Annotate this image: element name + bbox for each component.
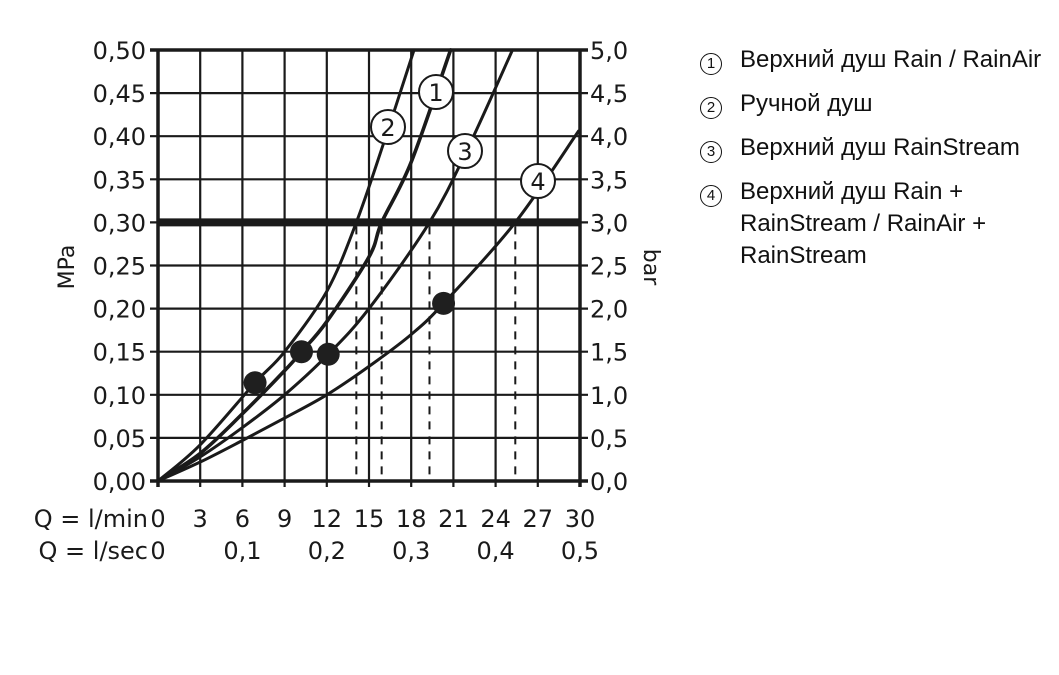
curve-series-1 xyxy=(156,48,453,483)
x-tick-label-lmin: 6 xyxy=(235,505,250,533)
y-tick-label-right: 4,5 xyxy=(590,80,628,108)
x-tick-label-lmin: 15 xyxy=(354,505,385,533)
x-tick-label-lsec: 0,3 xyxy=(392,537,430,565)
axis-labels: 0,000,050,100,150,200,250,300,350,400,45… xyxy=(34,37,663,565)
series-markers xyxy=(243,291,456,395)
y-tick-label-right: 4,0 xyxy=(590,123,628,151)
series-badge-4 xyxy=(520,163,556,199)
operating-point-marker xyxy=(316,342,340,366)
legend-item-4: 4 Верхний душ Rain + RainStream / RainAi… xyxy=(700,176,1050,272)
legend-number-icon: 3 xyxy=(700,133,740,165)
operating-point-marker xyxy=(243,371,267,395)
operating-point-marker xyxy=(432,291,456,315)
y-tick-label-left: 0,05 xyxy=(93,425,146,453)
x-axis-label-lsec: Q = l/sec xyxy=(39,537,148,565)
legend-label: Ручной душ xyxy=(740,90,873,117)
curve-series-4 xyxy=(156,129,581,483)
series-badge-3 xyxy=(447,133,483,169)
legend-item-1: 1 Верхний душ Rain / RainAir xyxy=(700,44,1050,76)
series-badge-label: 4 xyxy=(530,168,545,196)
x-tick-label-lmin: 21 xyxy=(438,505,469,533)
y-tick-label-left: 0,15 xyxy=(93,339,146,367)
series-badge-2 xyxy=(370,109,406,145)
y-tick-label-left: 0,40 xyxy=(93,123,146,151)
x-tick-label-lsec: 0,1 xyxy=(223,537,261,565)
y-tick-label-left: 0,20 xyxy=(93,296,146,324)
x-tick-label-lmin: 3 xyxy=(193,505,208,533)
x-tick-label-lsec: 0 xyxy=(150,537,165,565)
chart-grid xyxy=(150,48,588,487)
y-axis-label-bar: bar xyxy=(638,249,663,286)
series-badge-label: 3 xyxy=(457,138,472,166)
legend-number-icon: 4 xyxy=(700,177,740,209)
operating-point-marker xyxy=(289,340,313,364)
x-tick-label-lmin: 0 xyxy=(150,505,165,533)
curve-series-2 xyxy=(156,48,416,483)
legend-item-3: 3 Верхний душ RainStream xyxy=(700,132,1050,164)
x-tick-label-lsec: 0,5 xyxy=(561,537,599,565)
legend: 1 Верхний душ Rain / RainAir 2 Ручной ду… xyxy=(700,44,1050,284)
x-axis-label-lmin: Q = l/min xyxy=(34,505,148,533)
y-tick-label-right: 5,0 xyxy=(590,37,628,65)
legend-label: Верхний душ RainStream xyxy=(740,134,1020,161)
x-tick-label-lmin: 12 xyxy=(312,505,343,533)
x-tick-label-lmin: 9 xyxy=(277,505,292,533)
y-tick-label-right: 1,0 xyxy=(590,382,628,410)
x-tick-label-lsec: 0,4 xyxy=(477,537,515,565)
y-tick-label-left: 0,25 xyxy=(93,253,146,281)
y-tick-label-left: 0,45 xyxy=(93,80,146,108)
legend-item-2: 2 Ручной душ xyxy=(700,88,1050,120)
y-tick-label-left: 0,35 xyxy=(93,166,146,194)
legend-label: Верхний душ Rain / RainAir xyxy=(740,46,1042,73)
legend-label: Верхний душ Rain + RainStream / RainAir … xyxy=(740,178,987,269)
series-number-badges: 1 2 3 4 xyxy=(370,74,556,199)
x-tick-label-lmin: 24 xyxy=(480,505,511,533)
y-tick-label-left: 0,10 xyxy=(93,382,146,410)
x-tick-label-lmin: 30 xyxy=(565,505,596,533)
x-tick-label-lsec: 0,2 xyxy=(308,537,346,565)
x-tick-label-lmin: 27 xyxy=(523,505,554,533)
legend-number-icon: 1 xyxy=(700,45,740,77)
y-tick-label-right: 3,0 xyxy=(590,209,628,237)
series-badge-1 xyxy=(418,74,454,110)
legend-number-icon: 2 xyxy=(700,89,740,121)
y-tick-label-right: 0,0 xyxy=(590,468,628,496)
y-tick-label-right: 2,5 xyxy=(590,253,628,281)
y-tick-label-right: 2,0 xyxy=(590,296,628,324)
series-badge-label: 2 xyxy=(380,114,395,142)
y-tick-label-left: 0,50 xyxy=(93,37,146,65)
y-tick-label-right: 1,5 xyxy=(590,339,628,367)
y-tick-label-left: 0,00 xyxy=(93,468,146,496)
y-tick-label-right: 3,5 xyxy=(590,166,628,194)
dashed-drop-lines xyxy=(355,226,517,481)
y-tick-label-left: 0,30 xyxy=(93,209,146,237)
y-tick-label-right: 0,5 xyxy=(590,425,628,453)
y-axis-label-mpa: MPa xyxy=(55,245,80,290)
x-tick-label-lmin: 18 xyxy=(396,505,427,533)
series-badge-label: 1 xyxy=(428,79,443,107)
